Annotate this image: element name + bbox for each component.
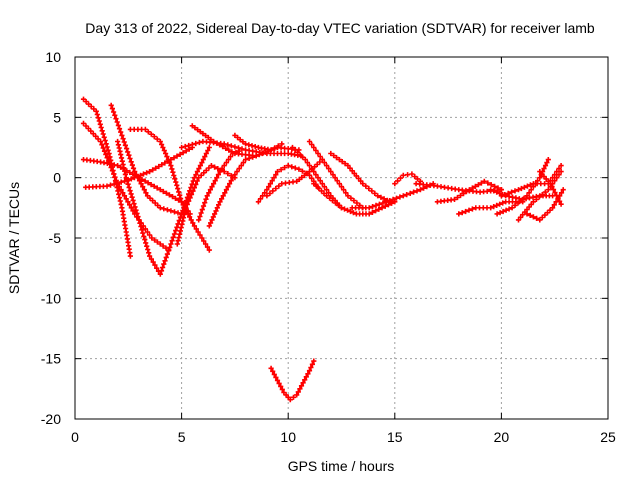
series-arc-8	[174, 163, 238, 247]
series-arc-10	[206, 153, 259, 229]
y-tick-label: -20	[41, 411, 61, 427]
x-tick-label: 25	[600, 429, 616, 445]
x-tick-label: 10	[280, 429, 296, 445]
series-arc-19	[328, 150, 394, 205]
series-arc-30	[537, 169, 564, 207]
x-tick-label: 0	[71, 429, 79, 445]
grid-lines	[75, 57, 608, 419]
series-arc-18	[311, 181, 398, 217]
x-tick-label: 15	[387, 429, 403, 445]
chart-title: Day 313 of 2022, Sidereal Day-to-day VTE…	[85, 20, 595, 36]
y-tick-label: -15	[41, 351, 61, 367]
series-arc-13	[232, 132, 285, 153]
series-arc-21	[392, 171, 423, 187]
axis-ticks: 0 5 10 15 20 25 -20 -15 -10 -5 0 5 10	[41, 49, 616, 445]
y-tick-label: 5	[53, 109, 61, 125]
series-arc-17	[306, 138, 366, 211]
y-tick-label: -10	[41, 290, 61, 306]
y-tick-label: -5	[49, 230, 62, 246]
y-tick-label: 0	[53, 170, 61, 186]
data-marks	[80, 96, 566, 403]
x-tick-label: 5	[178, 429, 186, 445]
y-axis-label: SDTVAR / TECUs	[6, 182, 22, 294]
series-arc-5	[108, 102, 191, 217]
x-axis-label: GPS time / hours	[288, 458, 395, 474]
x-tick-label: 20	[494, 429, 510, 445]
series-arc-31	[268, 358, 317, 403]
y-tick-label: 10	[45, 49, 61, 65]
series-arc-23	[434, 178, 504, 205]
series-arc-24	[456, 199, 526, 217]
